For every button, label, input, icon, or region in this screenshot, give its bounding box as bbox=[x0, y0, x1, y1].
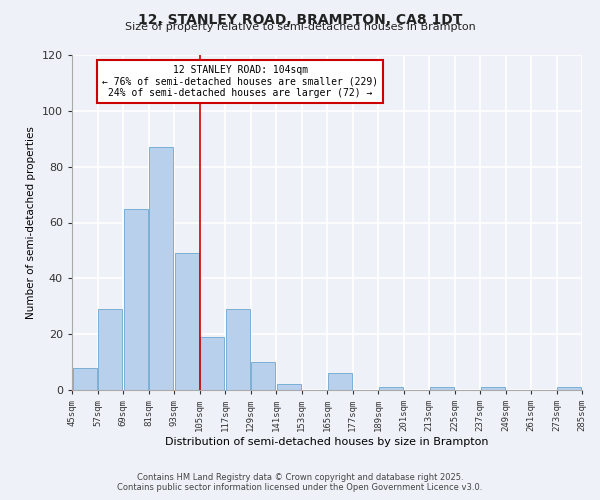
Bar bbox=[73, 368, 97, 390]
Text: 12, STANLEY ROAD, BRAMPTON, CA8 1DT: 12, STANLEY ROAD, BRAMPTON, CA8 1DT bbox=[138, 12, 462, 26]
Text: Contains HM Land Registry data © Crown copyright and database right 2025.
Contai: Contains HM Land Registry data © Crown c… bbox=[118, 473, 482, 492]
Bar bbox=[200, 337, 224, 390]
Bar bbox=[481, 387, 505, 390]
X-axis label: Distribution of semi-detached houses by size in Brampton: Distribution of semi-detached houses by … bbox=[165, 437, 489, 447]
Bar bbox=[430, 387, 454, 390]
Bar bbox=[328, 373, 352, 390]
Bar bbox=[379, 387, 403, 390]
Bar bbox=[124, 208, 148, 390]
Bar bbox=[251, 362, 275, 390]
Bar bbox=[226, 309, 250, 390]
Y-axis label: Number of semi-detached properties: Number of semi-detached properties bbox=[26, 126, 36, 319]
Bar bbox=[557, 387, 581, 390]
Bar bbox=[98, 309, 122, 390]
Text: Size of property relative to semi-detached houses in Brampton: Size of property relative to semi-detach… bbox=[125, 22, 475, 32]
Bar bbox=[175, 253, 199, 390]
Text: 12 STANLEY ROAD: 104sqm
← 76% of semi-detached houses are smaller (229)
24% of s: 12 STANLEY ROAD: 104sqm ← 76% of semi-de… bbox=[102, 65, 379, 98]
Bar bbox=[277, 384, 301, 390]
Bar bbox=[149, 147, 173, 390]
